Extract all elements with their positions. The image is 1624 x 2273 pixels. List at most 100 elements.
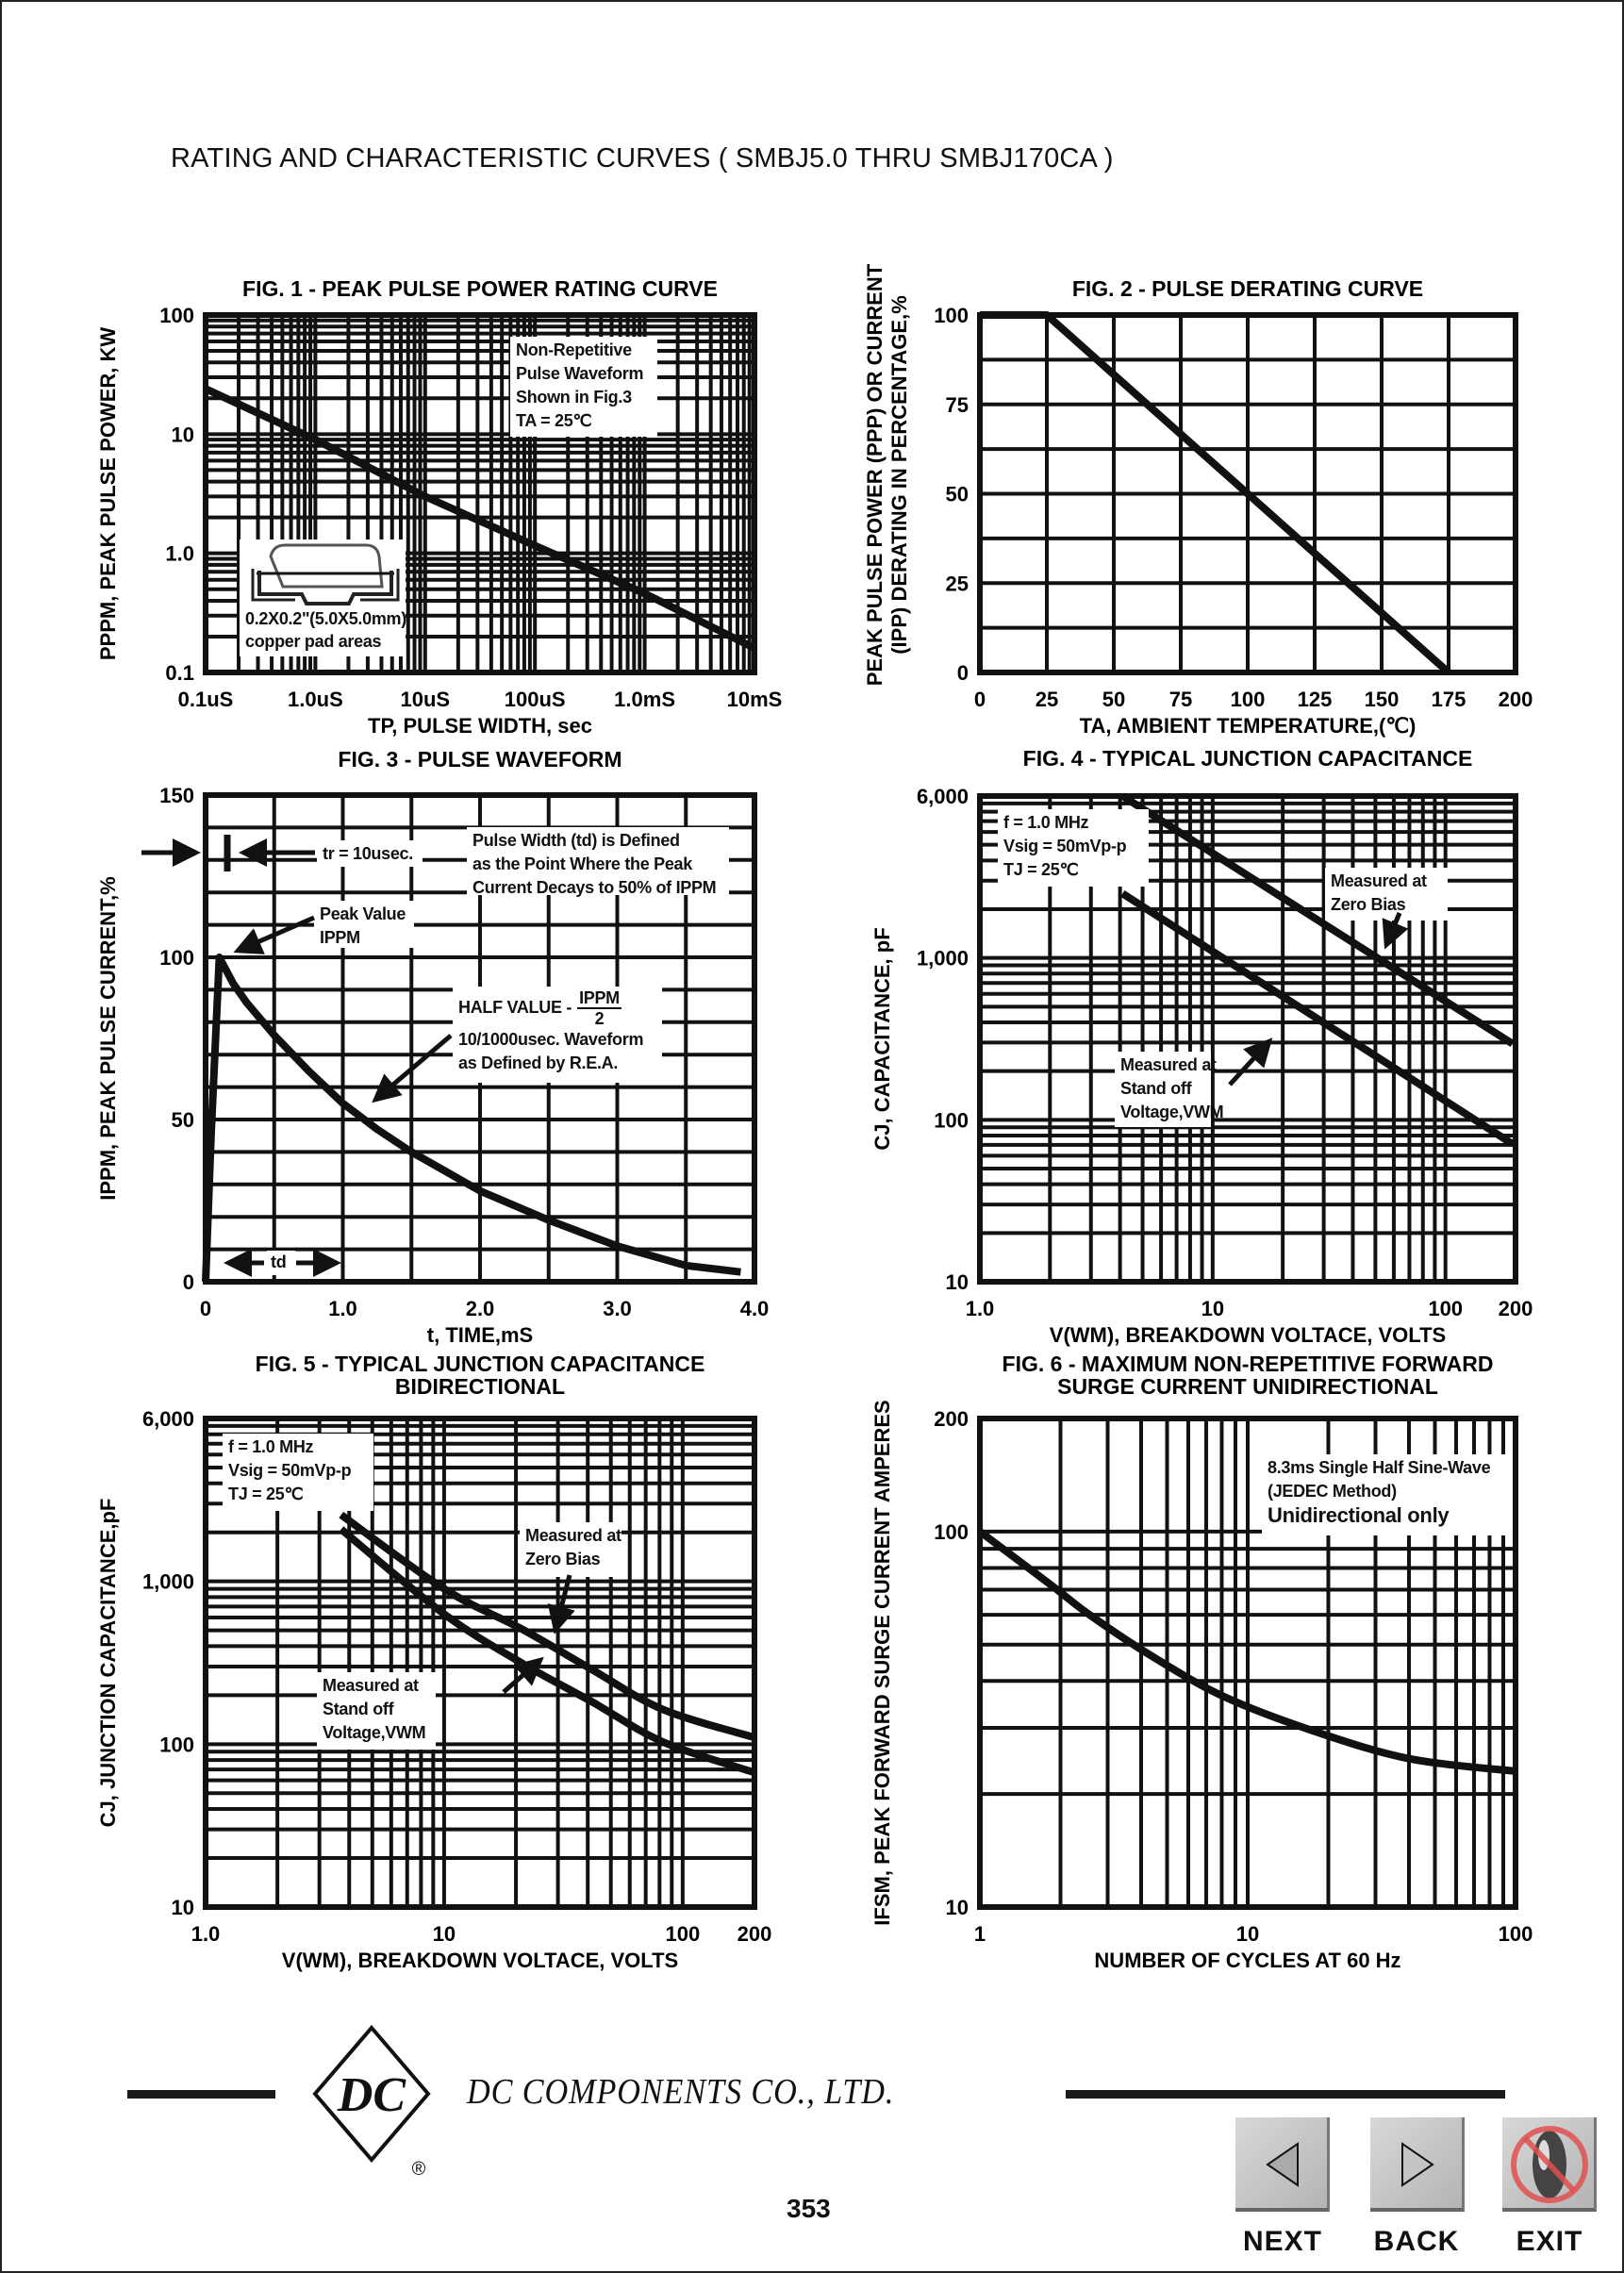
x-tick-label: 200 [1499, 688, 1533, 711]
x-tick-label: 3.0 [603, 1297, 632, 1320]
y-tick-label: 75 [946, 393, 969, 417]
annotation-line: Measured at [323, 1676, 419, 1695]
chart-fig2: FIG. 2 - PULSE DERATING CURVE 0 25 50 75 100 1… [863, 263, 1533, 738]
back-label[interactable]: BACK [1373, 2226, 1460, 2257]
x-tick-label: 10 [1236, 1922, 1259, 1946]
chart-fig3: FIG. 3 - PULSE WAVEFORM 0 1.0 2.0 3.0 4.0 0 50 1… [96, 747, 769, 1347]
annotation-line: Voltage,VWM [323, 1723, 426, 1742]
y-tick-label: 0.1 [165, 661, 194, 685]
x-tick-label: 10mS [727, 688, 783, 711]
page-title: RATING AND CHARACTERISTIC CURVES ( SMBJ5… [171, 143, 1114, 174]
y-axis-label: (IPP) DERATING IN PERCENTAGE,% [887, 295, 911, 655]
y-tick-label: 1,000 [917, 947, 969, 971]
y-axis-label: CJ, JUNCTION CAPACITANCE,pF [96, 1499, 120, 1828]
logo-letters: DC [337, 2068, 407, 2122]
y-tick-label: 0 [183, 1270, 194, 1294]
annotation-line: Zero Bias [525, 1550, 601, 1568]
x-tick-label: 10 [433, 1922, 456, 1946]
x-tick-label: 100 [1428, 1297, 1463, 1320]
y-tick-label: 100 [934, 1108, 969, 1132]
next-label[interactable]: NEXT [1242, 2226, 1322, 2257]
annotation-line: Voltage,VWM [1120, 1103, 1224, 1121]
series-line-1 [202, 954, 741, 1283]
x-tick-label: 1 [974, 1922, 986, 1946]
annotation-line: as the Point Where the Peak [472, 854, 692, 873]
x-tick-label: 10uS [401, 688, 451, 711]
annotation-line: Vsig = 50mVp-p [228, 1461, 352, 1480]
annotation-line: Measured at [1331, 871, 1427, 890]
chart-fig1: FIG. 1 - PEAK PULSE POWER RATING CURVE 0.… [96, 276, 782, 738]
x-tick-label: 175 [1432, 688, 1467, 711]
annotation-line: Current Decays to 50% of IPPM [472, 878, 717, 897]
chart-title: SURGE CURRENT UNIDIRECTIONAL [1057, 1374, 1438, 1399]
chart-title: FIG. 6 - MAXIMUM NON-REPETITIVE FORWARD [1003, 1352, 1494, 1376]
y-tick-label: 150 [159, 784, 194, 807]
y-axis-label: CJ, CAPACITANCE, pF [870, 927, 894, 1150]
triangle-left-icon [1266, 2142, 1299, 2187]
annotation-line: Stand off [1120, 1079, 1192, 1098]
chart-annotation: Pulse Width (td) is Defined as the Point … [467, 827, 729, 897]
annotation-line: Pulse Width (td) is Defined [472, 831, 680, 850]
series-line-1 [977, 1528, 1516, 1775]
x-tick-label: 4.0 [740, 1297, 770, 1320]
x-tick-label: 200 [737, 1922, 772, 1946]
annotation-line: Measured at [525, 1526, 621, 1545]
registered-mark: ® [412, 2159, 426, 2180]
annotation-line: tr = 10usec. [323, 844, 413, 863]
chart-annotation: Peak Value IPPM [314, 901, 414, 948]
chart-title: FIG. 5 - TYPICAL JUNCTION CAPACITANCE [256, 1352, 705, 1376]
next-button[interactable] [1235, 2117, 1330, 2212]
x-tick-label: 50 [1102, 688, 1125, 711]
footer-rule-left [127, 2090, 275, 2099]
chart-title: BIDIRECTIONAL [395, 1374, 565, 1399]
x-axis-label: TA, AMBIENT TEMPERATURE,(℃) [1080, 714, 1417, 738]
annotation-line: as Defined by R.E.A. [458, 1054, 619, 1072]
y-tick-label: 50 [172, 1108, 194, 1132]
chart-annotation: f = 1.0 MHz Vsig = 50mVp-p TJ = 25℃ [223, 1434, 373, 1511]
x-tick-label: 100 [1499, 1922, 1533, 1946]
chart-annotation: f = 1.0 MHz Vsig = 50mVp-p TJ = 25℃ [998, 809, 1149, 887]
chart-annotation: Measured at Stand off Voltage,VWM [317, 1672, 436, 1750]
plot-frame [203, 792, 757, 1285]
x-axis-label: TP, PULSE WIDTH, sec [368, 714, 592, 738]
x-tick-label: 1.0mS [614, 688, 675, 711]
y-tick-label: 10 [946, 1270, 969, 1294]
page-number: 353 [787, 2194, 831, 2223]
y-axis-label: PEAK PULSE POWER (PPP) OR CURRENT [863, 263, 887, 686]
series-line-1 [339, 1511, 756, 1742]
y-axis-label: IPPM, PEAK PULSE CURRENT,% [96, 876, 120, 1201]
company-logo: DC ® [312, 2024, 431, 2180]
annotation-line: f = 1.0 MHz [1003, 813, 1089, 832]
x-tick-label: 0 [974, 688, 986, 711]
plot-frame [977, 793, 1518, 1285]
x-tick-label: 75 [1169, 688, 1192, 711]
annotation-line: (JEDEC Method) [1268, 1482, 1397, 1501]
y-tick-label: 200 [934, 1407, 969, 1431]
chart-fig5: FIG. 5 - TYPICAL JUNCTION CAPACITANCEBID… [96, 1352, 771, 1972]
y-tick-label: 100 [934, 304, 969, 327]
x-tick-label: 150 [1365, 688, 1400, 711]
x-tick-label: 100 [1231, 688, 1266, 711]
y-tick-label: 50 [946, 483, 969, 506]
x-tick-label: 0 [200, 1297, 211, 1320]
exit-button[interactable] [1502, 2117, 1597, 2212]
chart-title: FIG. 3 - PULSE WAVEFORM [338, 747, 621, 771]
chart-title: FIG. 4 - TYPICAL JUNCTION CAPACITANCE [1023, 746, 1473, 771]
chart-fig6: FIG. 6 - MAXIMUM NON-REPETITIVE FORWARDS… [870, 1352, 1533, 1972]
chart-annotation: HALF VALUE - IPPM 2 10/1000usec. Waveform as… [453, 987, 662, 1083]
y-tick-label: 100 [934, 1520, 969, 1544]
y-tick-label: 6,000 [142, 1407, 194, 1431]
plot-frame [203, 1416, 757, 1910]
x-tick-label: 25 [1036, 688, 1058, 711]
x-tick-label: 1.0 [328, 1297, 357, 1320]
annotation-line: 8.3ms Single Half Sine-Wave [1268, 1458, 1491, 1477]
y-tick-label: 100 [159, 946, 194, 970]
exit-label[interactable]: EXIT [1516, 2226, 1583, 2257]
series-line-1 [980, 311, 1451, 675]
back-button[interactable] [1370, 2117, 1465, 2212]
x-tick-label: 100uS [505, 688, 566, 711]
fraction-numerator: IPPM [577, 988, 621, 1009]
annotation-line: 0.2X0.2"(5.0X5.0mm) [245, 609, 406, 628]
x-tick-label: 1.0uS [288, 688, 343, 711]
y-tick-label: 6,000 [917, 785, 969, 808]
